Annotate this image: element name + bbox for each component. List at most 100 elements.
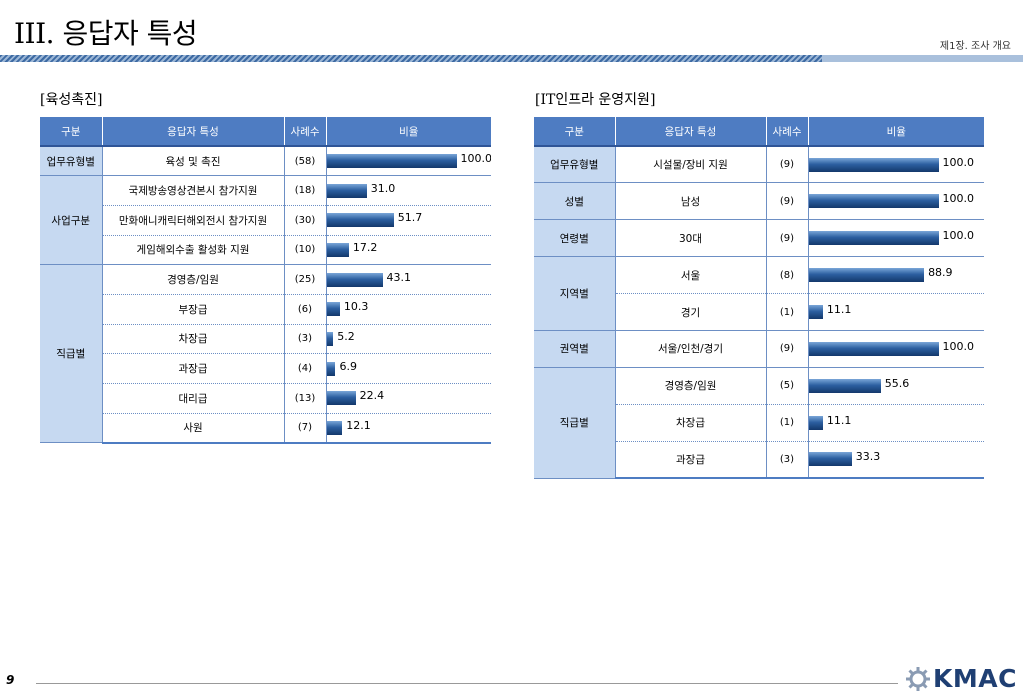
- ratio-value-label: 51.7: [397, 211, 423, 225]
- ratio-value-label: 100.0: [942, 340, 975, 354]
- ratio-bar: [808, 378, 881, 393]
- table-row: 지역별 서울 (8) 88.9: [534, 256, 984, 331]
- ratio-value-label: 22.4: [359, 389, 385, 403]
- ratio-bar: [326, 331, 334, 346]
- section-title-it: [IT인프라 운영지원]: [535, 92, 656, 108]
- ratio-bar: [326, 242, 349, 257]
- ratio-value-label: 31.0: [370, 181, 396, 195]
- bar-cell: 10.3: [326, 294, 491, 325]
- count-cell: (13): [284, 383, 327, 414]
- attr-cell: 게임해외수출 활성화 지원: [102, 235, 285, 266]
- table-row: 대리급 (13) 22.4: [40, 383, 491, 414]
- ratio-value-label: 100.0: [942, 155, 975, 169]
- count-cell: (1): [766, 404, 809, 442]
- table-row: 사업구분 국제방송영상견본시 참가지원 (18) 31.0: [40, 175, 491, 266]
- ratio-bar: [326, 391, 356, 406]
- attr-cell: 경영층/임원: [102, 264, 285, 295]
- ratio-bar: [326, 154, 457, 169]
- col-header-attr: 응답자 특성: [102, 117, 285, 147]
- bar-cell: 43.1: [326, 264, 491, 295]
- attr-cell: 사원: [102, 413, 285, 444]
- ratio-bar: [808, 268, 925, 283]
- bar-cell: 100.0: [326, 146, 491, 177]
- bar-cell: 12.1: [326, 413, 491, 444]
- col-header-group: 구분: [40, 117, 103, 147]
- count-cell: (7): [284, 413, 327, 444]
- bar-cell: 100.0: [808, 146, 984, 184]
- table-row: 경기 (1) 11.1: [534, 293, 984, 331]
- bar-cell: 22.4: [326, 383, 491, 414]
- count-cell: (9): [766, 330, 809, 368]
- ratio-value-label: 55.6: [884, 376, 910, 390]
- count-cell: (9): [766, 219, 809, 258]
- table-row: 권역별 서울/인천/경기 (9) 100.0: [534, 330, 984, 368]
- group-cell: 성별: [534, 182, 616, 221]
- ratio-bar: [326, 183, 367, 198]
- ratio-value-label: 12.1: [346, 418, 371, 432]
- attr-cell: 시설물/장비 지원: [615, 146, 767, 184]
- ratio-value-label: 11.1: [826, 303, 852, 317]
- attr-cell: 경기: [615, 293, 767, 331]
- table-row: 차장급 (1) 11.1: [534, 404, 984, 442]
- growth-table: 구분 응답자 특성 사례수 비율 업무유형별 육성 및 촉진 (58) 100.0 사업…: [40, 117, 491, 444]
- ratio-bar: [808, 452, 852, 467]
- ratio-bar: [326, 272, 383, 287]
- bar-cell: 11.1: [808, 293, 984, 331]
- count-cell: (6): [284, 294, 327, 325]
- ratio-bar: [326, 361, 336, 376]
- attr-cell: 만화애니캐릭터해외전시 참가지원: [102, 205, 285, 236]
- kmac-logo: KMAC: [905, 663, 1020, 693]
- attr-cell: 남성: [615, 182, 767, 221]
- table-row: 직급별 경영층/임원 (5) 55.6: [534, 367, 984, 479]
- ratio-bar: [808, 157, 939, 172]
- ratio-value-label: 11.1: [826, 413, 852, 427]
- col-header-count: 사례수: [766, 117, 809, 147]
- col-header-count: 사례수: [284, 117, 327, 147]
- footer-divider: [36, 683, 898, 684]
- ratio-value-label: 10.3: [343, 300, 369, 314]
- attr-cell: 대리급: [102, 383, 285, 414]
- ratio-value-label: 17.2: [352, 241, 378, 255]
- page-number: 9: [6, 673, 15, 687]
- group-cell: 사업구분: [40, 175, 103, 266]
- bar-cell: 55.6: [808, 367, 984, 405]
- count-cell: (9): [766, 182, 809, 221]
- attr-cell: 서울: [615, 256, 767, 295]
- group-cell: 지역별: [534, 256, 616, 331]
- table-row: 과장급 (3) 33.3: [534, 441, 984, 480]
- bar-cell: 17.2: [326, 235, 491, 266]
- col-header-ratio: 비율: [808, 117, 984, 147]
- bar-cell: 5.2: [326, 324, 491, 355]
- col-header-attr: 응답자 특성: [615, 117, 767, 147]
- table-row: 사원 (7) 12.1: [40, 413, 491, 444]
- attr-cell: 국제방송영상견본시 참가지원: [102, 175, 285, 206]
- table-row: 부장급 (6) 10.3: [40, 294, 491, 325]
- logo-text: KMAC: [933, 664, 1017, 693]
- table-row: 업무유형별 육성 및 촉진 (58) 100.0: [40, 146, 491, 177]
- ratio-bar: [808, 231, 939, 246]
- group-cell: 직급별: [40, 264, 103, 444]
- chapter-label: 제1장. 조사 개요: [939, 41, 1011, 52]
- table-row: 성별 남성 (9) 100.0: [534, 182, 984, 221]
- ratio-value-label: 5.2: [337, 330, 355, 344]
- attr-cell: 과장급: [615, 441, 767, 480]
- ratio-bar: [808, 194, 939, 209]
- ratio-value-label: 33.3: [855, 450, 881, 464]
- gear-logo-icon: [906, 667, 930, 691]
- ratio-value-label: 6.9: [339, 359, 357, 373]
- bar-cell: 100.0: [808, 182, 984, 221]
- count-cell: (3): [284, 324, 327, 355]
- bar-cell: 88.9: [808, 256, 984, 295]
- count-cell: (58): [284, 146, 327, 177]
- bar-cell: 100.0: [808, 330, 984, 368]
- ratio-bar: [326, 420, 343, 435]
- count-cell: (4): [284, 353, 327, 384]
- ratio-value-label: 43.1: [386, 270, 412, 284]
- ratio-bar: [808, 415, 823, 430]
- ratio-bar: [326, 213, 394, 228]
- table-row: 직급별 경영층/임원 (25) 43.1: [40, 264, 491, 444]
- count-cell: (5): [766, 367, 809, 405]
- ratio-value-label: 88.9: [928, 266, 953, 280]
- bar-cell: 6.9: [326, 353, 491, 384]
- section-title-growth: [육성촉진]: [40, 92, 103, 108]
